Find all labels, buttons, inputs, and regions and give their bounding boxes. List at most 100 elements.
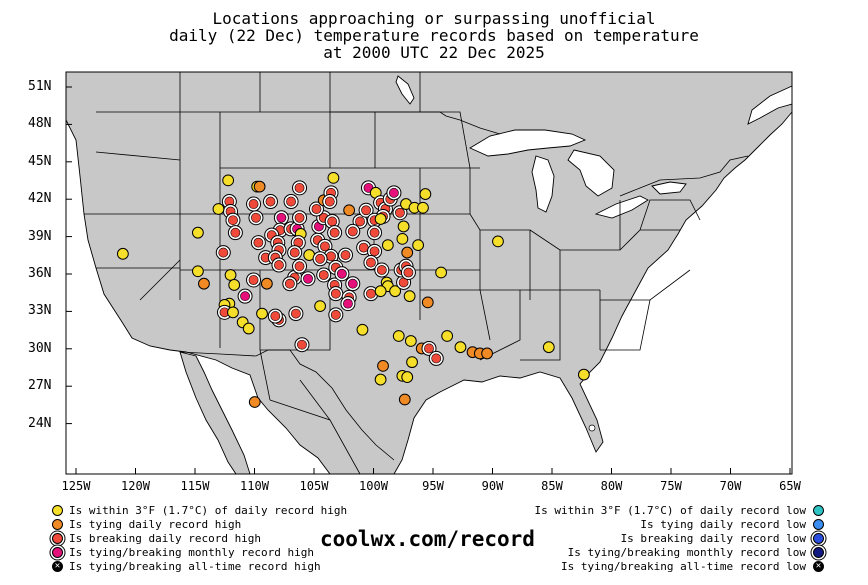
legend-right-item-alltime-low: Is tying/breaking all-time record low ✕ [560,560,824,574]
station-marker-breaking [326,251,336,262]
legend-label: Is tying/breaking all-time record low [560,560,806,573]
station-marker-tying [260,277,273,290]
lake-superior [469,129,587,157]
station-marker-within [406,356,418,369]
station-marker-breaking [265,196,276,207]
station-marker-within [191,226,204,239]
station-marker-monthly [389,187,399,198]
station-marker-breaking [361,205,371,216]
latitude-label: 39N [28,228,52,244]
latitude-label: 30N [28,340,52,356]
legend-right-item-within-low: Is within 3°F (1.7°C) of daily record lo… [534,504,824,518]
red-ring-dot-icon [52,533,63,544]
station-marker-within [577,368,590,381]
station-marker-tying [481,347,493,360]
station-marker-breaking [311,204,322,214]
station-marker-within [374,213,387,225]
lake-michigan [531,155,555,213]
station-marker-tying [377,359,389,372]
station-marker-within [397,220,410,233]
station-marker-within [222,174,235,187]
station-marker-within [374,373,387,386]
station-marker-breaking [347,226,358,237]
station-marker-breaking [340,250,351,260]
station-marker-within [417,201,429,214]
station-marker-breaking [290,308,301,319]
station-marker-breaking [289,247,300,258]
legend-label: Is breaking daily record low [620,532,806,545]
province-lines [179,72,421,112]
station-marker-breaking [318,270,329,280]
station-marker-breaking [330,309,341,320]
station-marker-breaking [330,288,341,299]
station-marker-breaking [253,237,264,248]
longitude-label: 105W [299,479,329,493]
station-marker-tying [398,393,411,406]
mexico-state-lines [259,349,361,475]
latitude-label: 48N [28,116,52,132]
station-marker-breaking [376,265,387,275]
blue-dot-icon [813,519,824,530]
lake-erie [594,195,649,219]
station-marker-breaking [424,343,434,354]
station-marker-breaking [228,215,238,226]
station-marker-within [401,371,414,383]
station-marker-within [374,285,387,298]
legend-label: Is tying daily record high [69,518,242,531]
legend-label: Is tying/breaking monthly record low [567,546,806,559]
station-marker-within [392,330,405,342]
longitude-label: 115W [180,479,210,493]
station-marker-within [454,341,467,354]
us-canada-border-east [619,155,749,197]
station-marker-tying [401,246,414,259]
legend-label: Is breaking daily record high [69,532,262,545]
station-marker-breaking [294,261,305,272]
legend-label: Is within 3°F (1.7°C) of daily record lo… [534,504,806,517]
longitude-label: 120W [121,479,150,493]
station-marker-breaking [294,212,305,223]
station-marker-breaking [251,212,261,223]
latitude-label: 36N [28,266,52,281]
station-marker-within [403,290,416,303]
station-marker-within [212,203,225,215]
x-dot-icon: ✕ [52,561,63,572]
station-marker-breaking [403,267,414,278]
station-marker-monthly [240,291,250,302]
lake-ontario [651,181,687,195]
station-marker-breaking [315,253,325,264]
station-marker-within [542,341,555,354]
map-title-line-1: Locations approaching or surpassing unof… [212,9,656,28]
latitude-label: 27N [28,378,52,394]
us-mexico-border [179,349,395,461]
station-marker-within [396,232,409,245]
site-brand-link[interactable]: coolwx.com/record [320,527,535,551]
magenta-ring-dot-icon [52,547,63,558]
station-marker-monthly [303,273,313,284]
axis-ticks [66,86,791,474]
navy-ring-dot-icon [813,547,824,558]
map-title-line-2: daily (22 Dec) temperature records based… [169,26,699,45]
station-marker-breaking [358,242,369,253]
station-marker-breaking [369,246,380,257]
legend-label: Is tying/breaking all-time record high [69,560,321,573]
station-marker-tying [253,180,266,193]
latitude-label: 33N [28,303,52,319]
station-marker-within [327,171,340,184]
legend-label: Is tying/breaking monthly record high [69,546,315,559]
latitude-label: 24N [28,415,52,431]
blue-ring-dot-icon [813,533,824,544]
longitude-label: 125W [61,479,91,493]
lake-winnipeg [395,75,415,105]
longitude-label: 110W [240,479,269,493]
station-marker-breaking [274,260,284,270]
station-marker-monthly [347,278,358,289]
station-marker-within [242,322,255,335]
legend-label: Is within 3°F (1.7°C) of daily record hi… [69,504,348,517]
longitude-label: 90W [481,479,504,493]
station-marker-within [228,279,241,291]
lake-okeechobee [588,424,596,432]
longitude-label: 100W [359,479,388,493]
station-marker-tying [421,296,434,309]
station-marker-breaking [327,216,338,227]
station-marker-within [356,323,369,336]
